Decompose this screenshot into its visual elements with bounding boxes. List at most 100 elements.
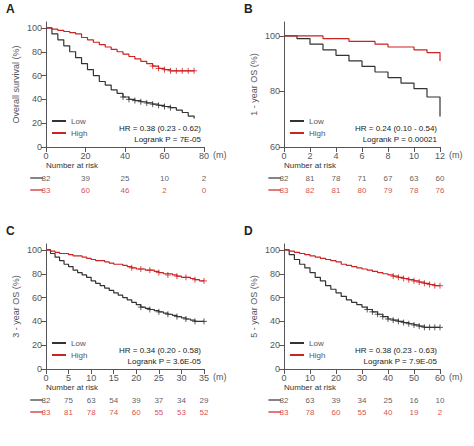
- svg-text:Number at risk: Number at risk: [46, 161, 99, 170]
- svg-text:37: 37: [154, 396, 163, 405]
- svg-text:10: 10: [86, 373, 96, 383]
- svg-text:80: 80: [358, 186, 367, 195]
- svg-text:12: 12: [435, 151, 445, 161]
- svg-text:High: High: [71, 129, 87, 138]
- svg-text:2: 2: [307, 151, 312, 161]
- svg-text:60: 60: [270, 142, 280, 152]
- svg-text:100: 100: [27, 23, 42, 33]
- svg-text:81: 81: [306, 174, 315, 183]
- svg-text:15: 15: [109, 373, 119, 383]
- svg-text:Logrank P = 0.00021: Logrank P = 0.00021: [363, 135, 438, 144]
- svg-text:19: 19: [410, 408, 419, 417]
- svg-text:82: 82: [280, 396, 289, 405]
- svg-text:60: 60: [159, 151, 169, 161]
- svg-text:76: 76: [436, 186, 445, 195]
- svg-text:60: 60: [81, 186, 90, 195]
- svg-text:40: 40: [32, 94, 42, 104]
- svg-text:30: 30: [357, 373, 367, 383]
- svg-text:46: 46: [121, 186, 130, 195]
- svg-text:39: 39: [332, 396, 341, 405]
- svg-text:63: 63: [306, 396, 315, 405]
- svg-text:80: 80: [199, 151, 209, 161]
- svg-text:0: 0: [275, 364, 280, 374]
- svg-text:55: 55: [154, 408, 163, 417]
- svg-text:Number at risk: Number at risk: [284, 383, 337, 392]
- svg-text:HR = 0.38 (0.23 - 0.63): HR = 0.38 (0.23 - 0.63): [355, 346, 437, 355]
- svg-text:82: 82: [306, 186, 315, 195]
- svg-text:78: 78: [306, 408, 315, 417]
- svg-text:40: 40: [32, 316, 42, 326]
- svg-text:20: 20: [331, 373, 341, 383]
- svg-text:0: 0: [37, 364, 42, 374]
- svg-text:80: 80: [270, 86, 280, 96]
- svg-text:80: 80: [32, 47, 42, 57]
- svg-text:0: 0: [43, 373, 48, 383]
- svg-text:Logrank P = 3.6E-05: Logrank P = 3.6E-05: [128, 357, 202, 366]
- svg-text:30: 30: [176, 373, 186, 383]
- svg-text:25: 25: [384, 396, 393, 405]
- svg-text:100: 100: [265, 245, 280, 255]
- svg-text:100: 100: [27, 245, 42, 255]
- svg-text:80: 80: [270, 269, 280, 279]
- svg-text:(m): (m): [213, 150, 227, 160]
- svg-text:Low: Low: [71, 117, 86, 126]
- svg-text:29: 29: [200, 396, 209, 405]
- svg-text:60: 60: [132, 408, 141, 417]
- svg-text:Logrank P = 7.9E-05: Logrank P = 7.9E-05: [364, 357, 438, 366]
- svg-text:55: 55: [358, 408, 367, 417]
- svg-text:81: 81: [64, 408, 73, 417]
- svg-text:63: 63: [87, 396, 96, 405]
- svg-text:40: 40: [270, 316, 280, 326]
- svg-text:39: 39: [132, 396, 141, 405]
- svg-text:100: 100: [265, 31, 280, 41]
- svg-text:Number at risk: Number at risk: [46, 383, 99, 392]
- svg-text:16: 16: [410, 396, 419, 405]
- svg-text:40: 40: [383, 373, 393, 383]
- svg-text:82: 82: [42, 396, 51, 405]
- svg-text:60: 60: [32, 71, 42, 81]
- svg-text:82: 82: [280, 174, 289, 183]
- svg-text:Number at risk: Number at risk: [284, 161, 337, 170]
- svg-text:83: 83: [42, 186, 51, 195]
- svg-text:1 - year OS (%): 1 - year OS (%): [249, 53, 259, 116]
- svg-text:2: 2: [162, 186, 167, 195]
- svg-text:10: 10: [160, 174, 169, 183]
- svg-text:25: 25: [121, 174, 130, 183]
- svg-text:C: C: [6, 224, 15, 238]
- svg-text:34: 34: [358, 396, 367, 405]
- svg-text:60: 60: [270, 293, 280, 303]
- svg-text:10: 10: [436, 396, 445, 405]
- svg-text:0: 0: [281, 373, 286, 383]
- svg-text:54: 54: [109, 396, 118, 405]
- svg-text:Overall survival (%): Overall survival (%): [11, 45, 21, 123]
- svg-text:83: 83: [280, 186, 289, 195]
- svg-text:HR = 0.24 (0.10 - 0.54): HR = 0.24 (0.10 - 0.54): [355, 124, 437, 133]
- svg-text:(m): (m): [213, 372, 227, 382]
- svg-text:40: 40: [384, 408, 393, 417]
- svg-text:60: 60: [332, 408, 341, 417]
- svg-text:71: 71: [358, 174, 367, 183]
- svg-text:60: 60: [435, 373, 445, 383]
- svg-text:75: 75: [64, 396, 73, 405]
- svg-text:5: 5: [66, 373, 71, 383]
- svg-text:60: 60: [32, 293, 42, 303]
- svg-text:0: 0: [43, 151, 48, 161]
- svg-text:78: 78: [410, 186, 419, 195]
- svg-text:D: D: [244, 224, 253, 238]
- svg-text:78: 78: [332, 174, 341, 183]
- svg-text:High: High: [309, 351, 325, 360]
- svg-text:(m): (m): [449, 372, 463, 382]
- svg-text:Low: Low: [309, 117, 324, 126]
- svg-text:50: 50: [409, 373, 419, 383]
- svg-text:10: 10: [409, 151, 419, 161]
- svg-text:83: 83: [280, 408, 289, 417]
- svg-text:0: 0: [202, 186, 207, 195]
- svg-text:63: 63: [410, 174, 419, 183]
- svg-text:4: 4: [333, 151, 338, 161]
- svg-text:79: 79: [384, 186, 393, 195]
- svg-text:20: 20: [131, 373, 141, 383]
- svg-text:67: 67: [384, 174, 393, 183]
- svg-text:80: 80: [32, 269, 42, 279]
- svg-text:39: 39: [81, 174, 90, 183]
- svg-text:10: 10: [305, 373, 315, 383]
